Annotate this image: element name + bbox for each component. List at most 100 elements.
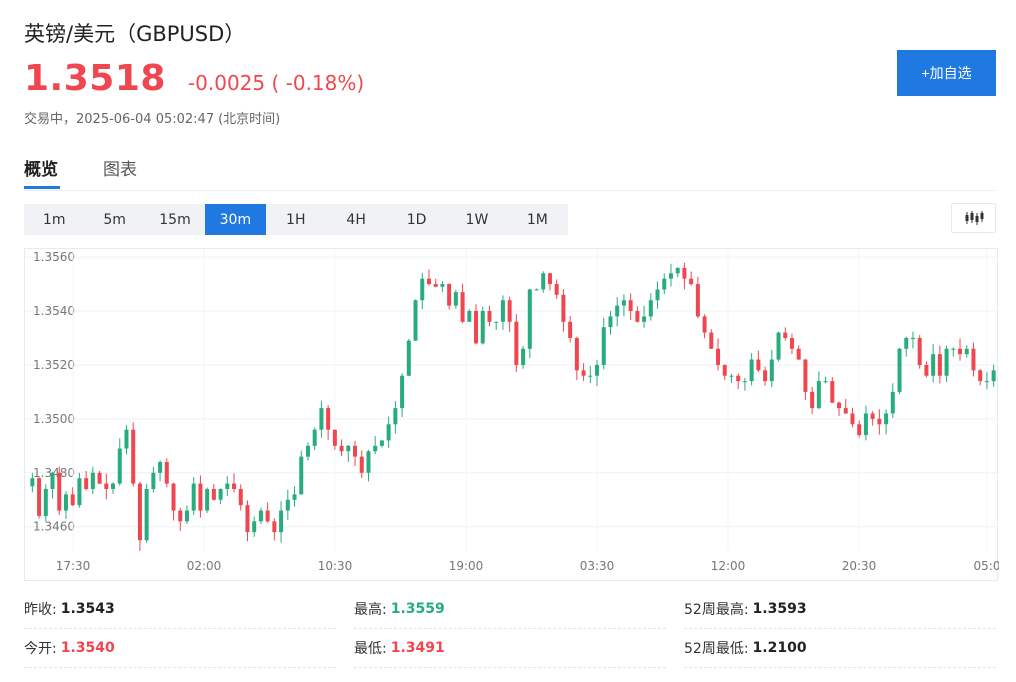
candle-body: [561, 294, 566, 322]
candle-body: [662, 278, 667, 290]
period-1m[interactable]: 1m: [42, 211, 66, 228]
y-tick-label: 1.3460: [33, 520, 75, 534]
candle-body: [420, 278, 425, 301]
chart-canvas: 1.35601.35401.35201.35001.34801.346017:3…: [25, 249, 999, 573]
y-tick-label: 1.3560: [33, 250, 75, 264]
stat-52w-low: 52周最低: 1.2100: [684, 629, 996, 668]
candle-body: [104, 483, 109, 489]
candle-body: [796, 348, 801, 360]
candle-body: [90, 472, 95, 489]
candle-body: [816, 381, 821, 409]
candle-body: [890, 391, 895, 414]
candle-body: [944, 348, 949, 376]
stat-value: 1.3559: [390, 601, 445, 617]
stat-low: 最低: 1.3491: [354, 629, 666, 668]
candle-body: [615, 305, 620, 317]
candle-body: [238, 488, 243, 506]
candle-body: [803, 359, 808, 392]
candle-body: [30, 478, 35, 487]
candle-body: [722, 364, 727, 376]
candle-body: [642, 316, 647, 322]
stat-value: 1.2100: [752, 640, 807, 656]
period-30m[interactable]: 30m: [205, 204, 266, 235]
candle-body: [554, 284, 559, 295]
period-1d[interactable]: 1D: [406, 211, 427, 228]
candle-body: [84, 478, 89, 489]
candle-body: [910, 337, 915, 339]
current-price: 1.3518: [24, 58, 166, 99]
candle-body: [70, 494, 75, 506]
trading-status: 交易中，2025-06-04 05:02:47 (北京时间): [24, 108, 280, 127]
x-tick-label: 02:00: [187, 559, 222, 573]
candle-body: [191, 483, 196, 511]
candle-body: [951, 348, 956, 350]
chart-type-button[interactable]: [951, 203, 996, 233]
period-15m[interactable]: 15m: [159, 211, 191, 228]
stat-value: 1.3543: [60, 601, 115, 617]
candle-body: [769, 359, 774, 382]
candle-body: [507, 300, 512, 322]
candle-body: [151, 472, 156, 489]
candle-body: [245, 505, 250, 533]
candle-body: [588, 375, 593, 377]
candle-body: [702, 316, 707, 333]
candle-body: [568, 321, 573, 338]
period-1h[interactable]: 1H: [286, 211, 306, 228]
page-title: 英镑/美元（GBPUSD）: [24, 22, 246, 46]
candle-body: [850, 413, 855, 425]
candle-body: [668, 273, 673, 279]
candle-body: [319, 408, 324, 430]
x-tick-label: 20:30: [842, 559, 877, 573]
candle-body: [57, 472, 62, 511]
add-watchlist-button[interactable]: +加自选: [897, 50, 996, 96]
candle-body: [77, 478, 82, 506]
candle-body: [117, 448, 122, 484]
candle-body: [984, 381, 989, 383]
candle-body: [514, 321, 519, 365]
candle-body: [326, 408, 331, 430]
candle-body: [810, 391, 815, 409]
period-4h[interactable]: 4H: [346, 211, 366, 228]
candle-body: [144, 488, 149, 541]
price-change: -0.0025 ( -0.18%): [187, 71, 365, 95]
candle-body: [756, 359, 761, 371]
x-tick-label: 05:0: [974, 559, 999, 573]
candle-body: [521, 348, 526, 365]
candle-body: [413, 300, 418, 341]
candle-body: [897, 348, 902, 392]
candle-body: [312, 429, 317, 446]
candle-body: [608, 316, 613, 328]
period-1mo[interactable]: 1M: [526, 211, 548, 228]
candle-body: [474, 311, 479, 344]
candle-body: [924, 364, 929, 376]
candle-body: [339, 445, 344, 452]
candle-body: [904, 337, 909, 349]
status-text: 交易中，: [24, 112, 77, 127]
candle-body: [131, 429, 136, 484]
period-5m[interactable]: 5m: [103, 211, 126, 228]
candle-body: [736, 375, 741, 382]
timezone-label: (北京时间): [218, 112, 281, 127]
candle-body: [830, 381, 835, 403]
tab-overview[interactable]: 概览: [24, 160, 58, 180]
candle-body: [252, 521, 257, 533]
candle-body: [353, 445, 358, 457]
candle-body: [837, 402, 842, 409]
x-tick-label: 10:30: [318, 559, 353, 573]
candle-body: [648, 300, 653, 317]
candle-body: [971, 348, 976, 371]
candle-body: [628, 300, 633, 312]
candle-body: [279, 510, 284, 533]
candle-body: [285, 499, 290, 511]
period-1w[interactable]: 1W: [465, 211, 489, 228]
candle-body: [843, 408, 848, 414]
tab-chart[interactable]: 图表: [103, 160, 137, 180]
candle-body: [373, 445, 378, 452]
price-row: 1.3518 -0.0025 ( -0.18%): [24, 58, 364, 99]
candle-body: [366, 451, 371, 473]
candle-body: [547, 273, 552, 285]
stat-value: 1.3491: [390, 640, 445, 656]
candle-body: [426, 278, 431, 285]
candle-body: [332, 429, 337, 446]
candle-body: [178, 510, 183, 522]
